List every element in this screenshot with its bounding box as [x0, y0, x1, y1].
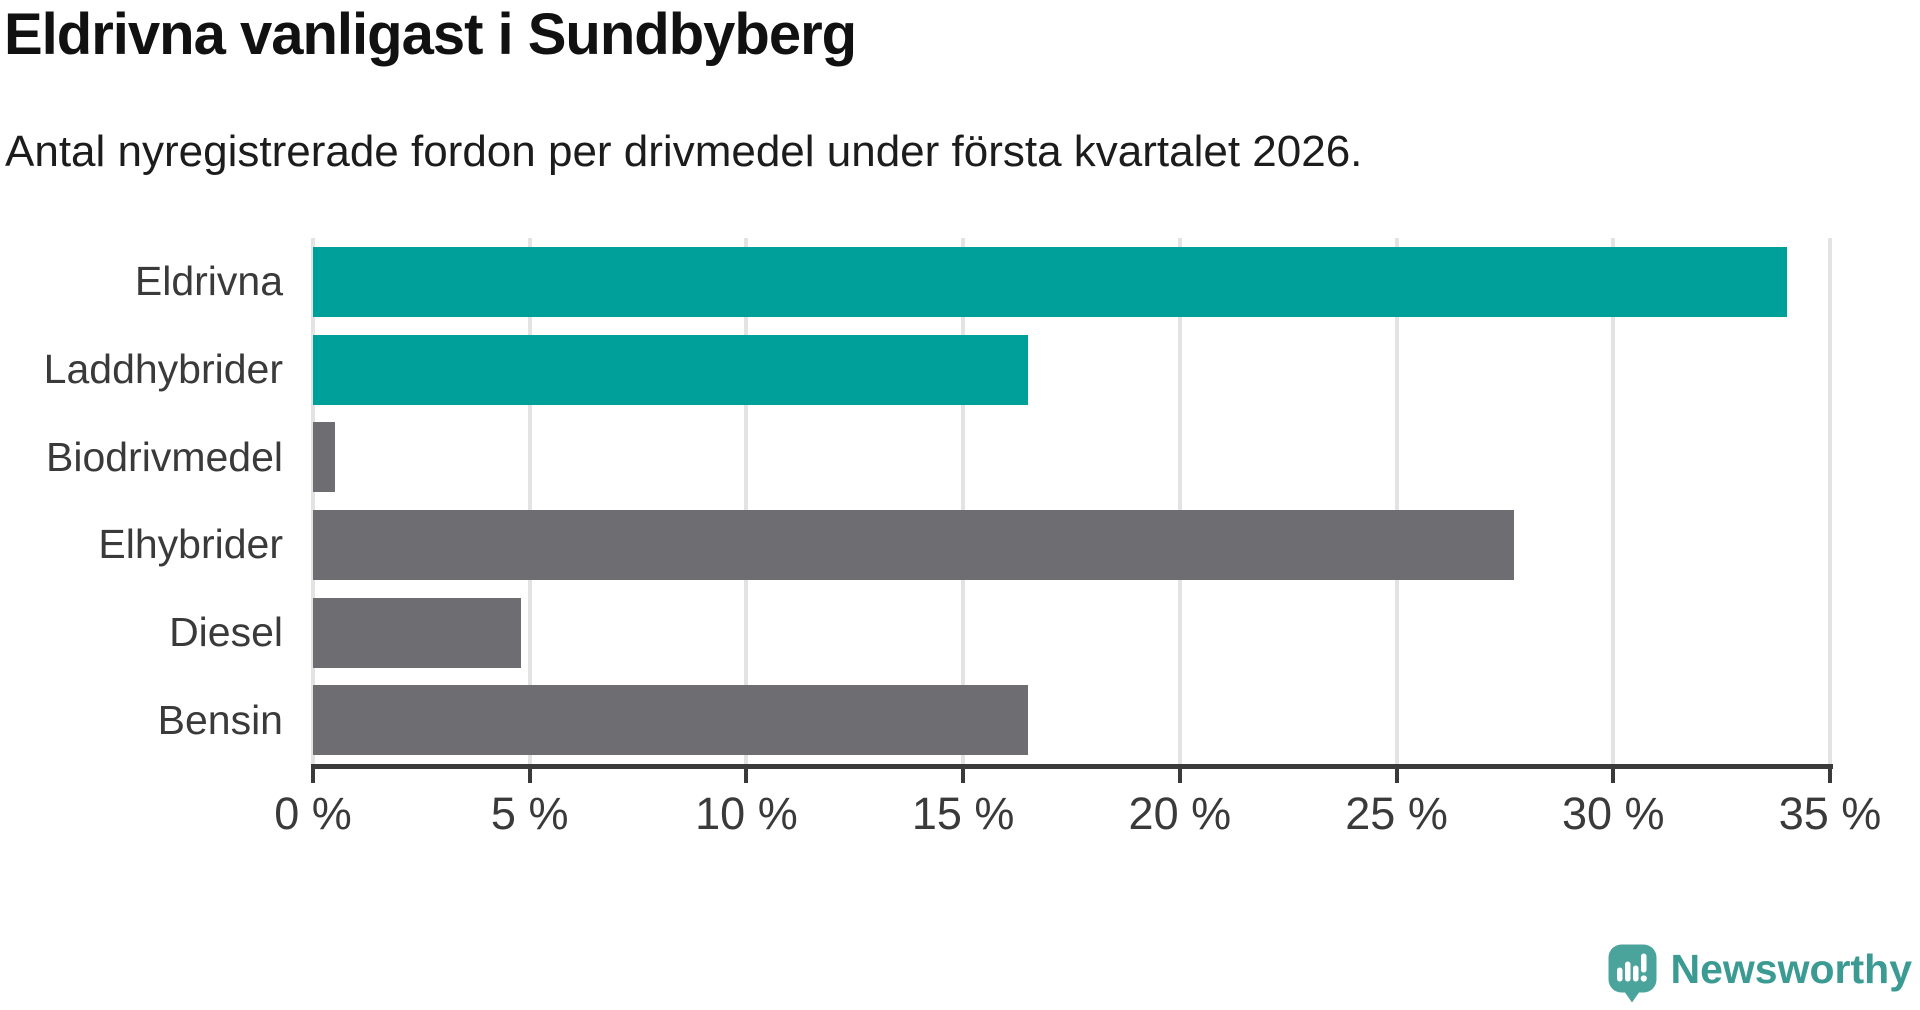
x-tick-label-15: 15 %	[911, 788, 1015, 839]
gridline-30	[1611, 238, 1616, 764]
x-tick-5	[527, 769, 532, 783]
gridline-20	[1177, 238, 1182, 764]
x-axis-line	[311, 764, 1833, 769]
x-tick-25	[1394, 769, 1399, 783]
bar-row-diesel	[313, 589, 1830, 677]
newsworthy-logo: Newsworthy	[1608, 944, 1913, 1003]
bar-row-elhybrider	[313, 501, 1830, 589]
bar-row-bensin	[313, 676, 1830, 764]
x-tick-label-20: 20 %	[1128, 788, 1232, 839]
x-tick-label-25: 25 %	[1345, 788, 1448, 839]
bar-row-eldrivna	[313, 238, 1830, 326]
x-tick-0	[311, 769, 315, 783]
x-axis: 0 % 5 % 10 % 15 % 20 % 25 % 30 % 35 %	[274, 764, 1881, 854]
bar-bensin	[313, 685, 1029, 756]
chart-title: Eldrivna vanligast i Sundbyberg	[4, 2, 857, 67]
bar-rows	[313, 238, 1830, 764]
gridline-10	[744, 238, 749, 764]
bar-row-biodrivmedel	[313, 413, 1830, 501]
gridline-35	[1828, 238, 1832, 764]
x-tick-label-5: 5 %	[490, 788, 569, 839]
bar-row-laddhybrider	[313, 326, 1830, 414]
x-tick-35	[1828, 769, 1832, 783]
gridline-25	[1394, 238, 1399, 764]
x-tick-label-35: 35 %	[1778, 788, 1882, 839]
bar-laddhybrider	[313, 334, 1029, 405]
gridline-0	[311, 238, 315, 764]
x-tick-label-30: 30 %	[1561, 788, 1665, 839]
x-tick-10	[744, 769, 749, 783]
category-label-eldrivna: Eldrivna	[134, 258, 283, 305]
category-label-bensin: Bensin	[157, 696, 283, 743]
newsworthy-logo-text: Newsworthy	[1670, 946, 1913, 992]
category-labels: Eldrivna Laddhybrider Biodrivmedel Elhybrid…	[0, 238, 283, 764]
x-tick-20	[1177, 769, 1182, 783]
gridline-5	[527, 238, 532, 764]
category-label-laddhybrider: Laddhybrider	[43, 346, 283, 392]
plot-area	[311, 238, 1832, 764]
category-label-elhybrider: Elhybrider	[98, 521, 283, 568]
bar-biodrivmedel	[313, 422, 335, 493]
x-tick-30	[1611, 769, 1616, 783]
bar-diesel	[313, 597, 522, 668]
bar-elhybrider	[313, 509, 1514, 580]
x-tick-label-10: 10 %	[695, 788, 798, 839]
category-label-diesel: Diesel	[169, 609, 283, 656]
x-tick-label-0: 0 %	[274, 788, 352, 839]
gridline-15	[961, 238, 966, 764]
chart-subtitle: Antal nyregistrerade fordon per drivmede…	[5, 127, 1363, 176]
newsworthy-speech-bubble-icon	[1608, 944, 1656, 1003]
category-label-biodrivmedel: Biodrivmedel	[46, 433, 283, 480]
x-tick-15	[961, 769, 966, 783]
bar-eldrivna	[313, 246, 1787, 317]
